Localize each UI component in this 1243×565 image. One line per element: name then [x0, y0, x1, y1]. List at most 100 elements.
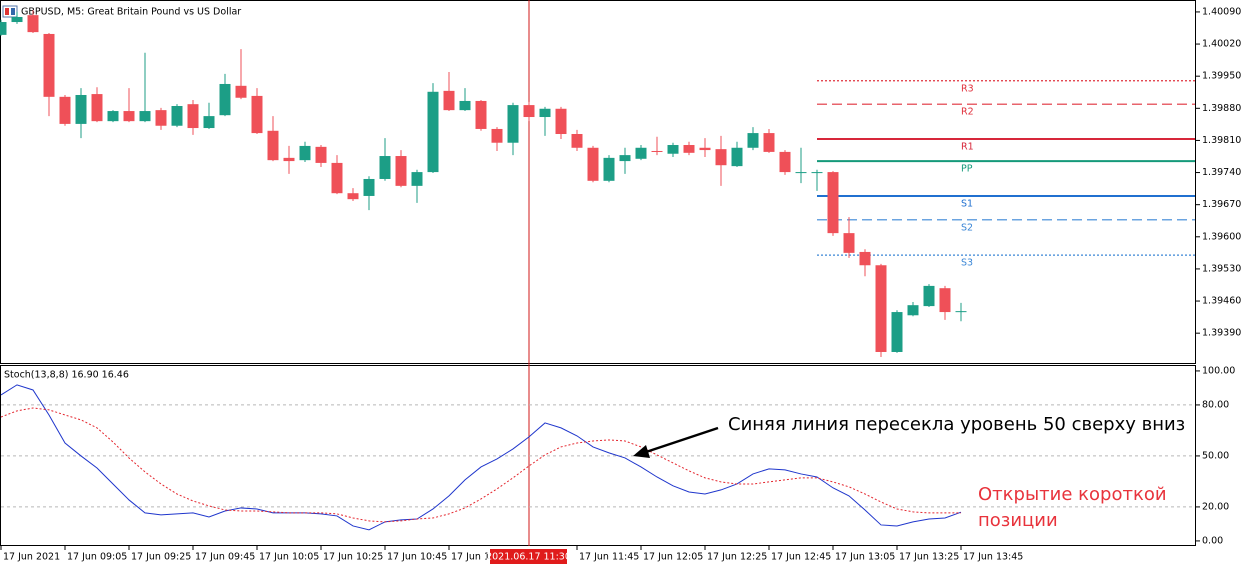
stoch-line — [0, 384, 962, 531]
candle-body — [795, 172, 807, 174]
x-tick-label: 17 Jun 09:25 — [131, 552, 191, 563]
candle-body — [603, 157, 615, 181]
candle-body — [699, 147, 711, 151]
y-tick-label: 0.00 — [1202, 535, 1223, 546]
x-tick-label: 17 Jun 10:05 — [259, 552, 319, 563]
candle-body — [219, 83, 231, 116]
candle-body — [267, 130, 279, 161]
candle-body — [139, 111, 151, 122]
pivot-label: S3 — [961, 258, 973, 269]
candle-body — [571, 134, 583, 148]
signal-note: Открытие короткой — [978, 484, 1167, 505]
y-tick-label: 1.40090 — [1202, 6, 1241, 17]
candle-body — [875, 265, 887, 352]
candle-body — [27, 15, 39, 33]
pivot-label: S1 — [961, 198, 973, 209]
candle-body — [491, 128, 503, 143]
candle-body — [667, 145, 679, 154]
stoch-frame — [0, 365, 1196, 546]
candle-body — [411, 172, 423, 186]
candle-body — [747, 133, 759, 148]
stoch-line — [0, 407, 962, 523]
pivot-label: R3 — [961, 83, 974, 94]
candle-body — [443, 90, 455, 111]
pivot-label: S2 — [961, 222, 973, 233]
x-tick-label: 17 Jun 12:45 — [771, 552, 831, 563]
candle-body — [891, 312, 903, 352]
candle-body — [203, 116, 215, 129]
x-tick-label: 17 Jun 11:45 — [579, 552, 639, 563]
candle-body — [475, 100, 487, 129]
y-tick-label: 1.39390 — [1202, 328, 1241, 339]
candle-body — [507, 105, 519, 143]
candle-body — [59, 96, 71, 124]
candle-body — [587, 147, 599, 181]
x-tick-label: 17 Jun 2021 — [3, 552, 60, 563]
y-tick-label: 20.00 — [1202, 501, 1229, 512]
candle-body — [235, 85, 247, 98]
candle-body — [427, 91, 439, 173]
candle-body — [827, 172, 839, 234]
pivot-label: R2 — [961, 107, 974, 118]
x-tick-label: 17 Jun 09:05 — [67, 552, 127, 563]
annotation-arrowhead — [633, 445, 650, 458]
candle-body — [75, 94, 87, 124]
candle-body — [123, 111, 135, 122]
candle-body — [635, 147, 647, 159]
candle-body — [171, 106, 183, 126]
y-tick-label: 1.39460 — [1202, 296, 1241, 307]
x-tick-label: 17 Jun 10:45 — [387, 552, 447, 563]
candle-body — [299, 145, 311, 161]
candle-body — [315, 146, 327, 163]
x-tick-label: 17 Jun 12:05 — [643, 552, 703, 563]
candle-body — [187, 104, 199, 129]
x-tick-label: 17 Jun 10:25 — [323, 552, 383, 563]
candle-body — [731, 147, 743, 167]
x-tick-label: 17 Jun 09:45 — [195, 552, 255, 563]
annotation-arrow — [645, 426, 719, 454]
candle-body — [859, 251, 871, 266]
candle-body — [555, 108, 567, 135]
candle-body — [363, 178, 375, 196]
candle-body — [43, 33, 55, 97]
candle-body — [395, 156, 407, 186]
candle-body — [0, 22, 7, 35]
candle-body — [379, 156, 391, 179]
y-tick-label: 50.00 — [1202, 450, 1229, 461]
cursor-label-box — [490, 549, 567, 564]
x-tick-label: 17 Jun 13:05 — [835, 552, 895, 563]
candle-body — [619, 155, 631, 162]
x-tick-label: 17 Jun 13:25 — [899, 552, 959, 563]
candle-body — [907, 305, 919, 316]
y-tick-label: 1.39600 — [1202, 231, 1241, 242]
y-tick-label: 1.40020 — [1202, 39, 1241, 50]
candle-body — [347, 193, 359, 200]
y-tick-label: 1.39950 — [1202, 71, 1241, 82]
candle-body — [811, 172, 823, 174]
y-tick-label: 1.39810 — [1202, 135, 1241, 146]
pivot-label: R1 — [961, 142, 974, 153]
candle-body — [939, 288, 951, 313]
y-tick-label: 100.00 — [1202, 365, 1235, 376]
annotation: Синяя линия пересекла уровень 50 сверху … — [728, 414, 1185, 435]
x-tick-label: 17 Jun 11:05 — [451, 552, 511, 563]
candle-body — [251, 95, 263, 134]
stoch-title: Stoch(13,8,8) 16.90 16.46 — [4, 370, 129, 381]
candle-body — [779, 151, 791, 173]
candle-body — [843, 233, 855, 253]
x-tick-label: 17 Jun 12:25 — [707, 552, 767, 563]
pivot-label: PP — [961, 164, 973, 175]
candle-body — [539, 108, 551, 118]
signal-note: позиции — [978, 510, 1058, 531]
candle-body — [155, 110, 167, 126]
candle-body — [715, 149, 727, 166]
candle-body — [283, 157, 295, 162]
candle-body — [523, 105, 535, 118]
candle-body — [91, 94, 103, 122]
price-title: GBPUSD, M5: Great Britain Pound vs US Do… — [21, 7, 241, 18]
y-tick-label: 1.39670 — [1202, 199, 1241, 210]
cursor-label: 2021.06.17 11:30 — [486, 552, 571, 563]
y-tick-label: 1.39530 — [1202, 263, 1241, 274]
